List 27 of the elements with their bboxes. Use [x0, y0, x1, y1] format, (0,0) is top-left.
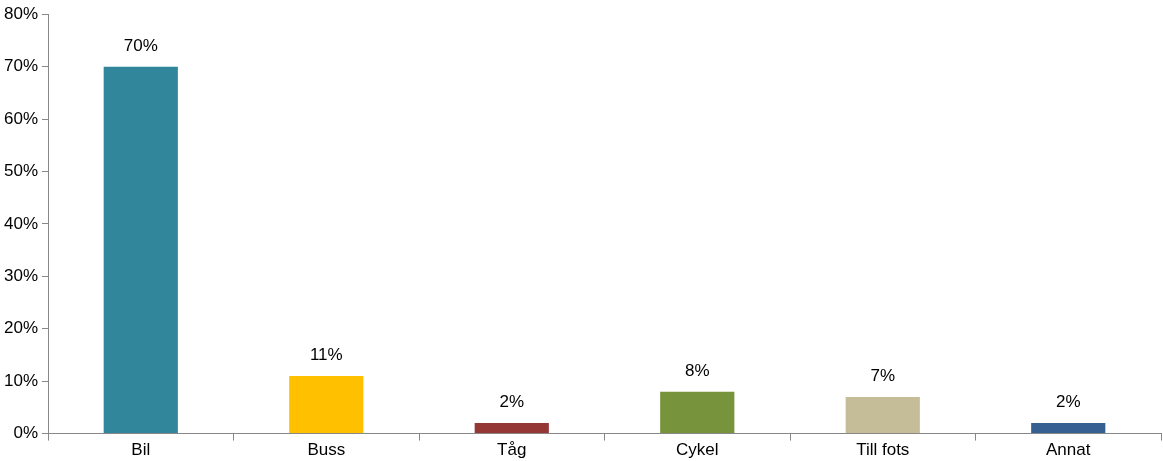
bar	[660, 391, 735, 434]
y-tick-label: 30%	[3, 266, 39, 286]
x-tick-label: Buss	[307, 440, 346, 460]
data-label: 2%	[1055, 392, 1081, 412]
y-tick-label: 70%	[3, 56, 39, 76]
y-tick-label: 20%	[3, 318, 39, 338]
y-tick-label: 0%	[13, 423, 39, 443]
data-label: 8%	[684, 360, 710, 380]
bar	[103, 66, 178, 434]
x-tick-label: Annat	[1046, 440, 1091, 460]
y-tick-label: 10%	[3, 370, 39, 390]
data-label: 7%	[870, 366, 896, 386]
data-label: 2%	[499, 392, 525, 412]
y-tick-label: 80%	[3, 3, 39, 23]
y-tick-label: 50%	[3, 161, 39, 181]
data-label: 11%	[309, 345, 343, 365]
y-tick-label: 60%	[3, 108, 39, 128]
x-tick-label: Bil	[131, 440, 151, 460]
bar	[845, 396, 920, 434]
bar	[1031, 423, 1106, 434]
y-tick-label: 40%	[3, 213, 39, 233]
x-tick-label: Cykel	[676, 440, 719, 460]
x-tick-label: Till fots	[856, 440, 910, 460]
bar	[289, 375, 364, 434]
bar	[474, 423, 549, 434]
data-label: 70%	[123, 35, 158, 55]
x-tick-label: Tåg	[497, 440, 527, 460]
